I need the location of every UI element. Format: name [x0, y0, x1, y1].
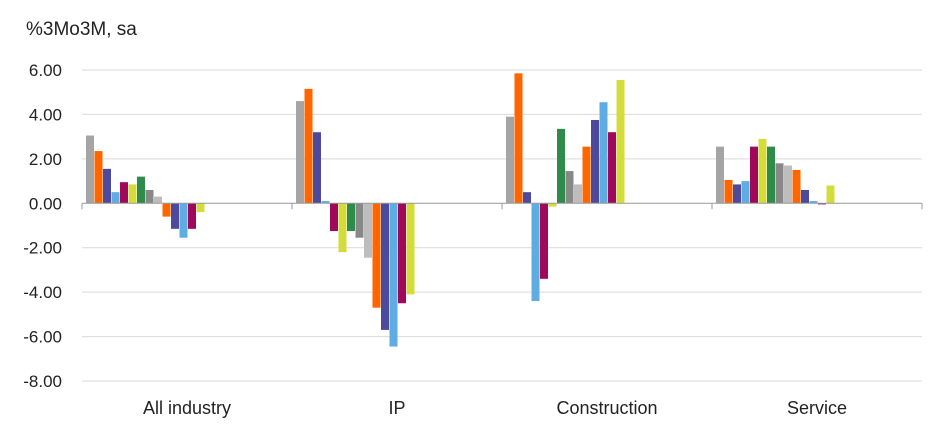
- y-tick-label: -4.00: [23, 283, 62, 302]
- bar: [758, 138, 767, 204]
- bar: [784, 165, 792, 204]
- bar: [398, 203, 406, 304]
- bar: [792, 169, 801, 204]
- bar: [406, 203, 415, 295]
- bar: [296, 101, 304, 204]
- bar: [154, 196, 162, 204]
- bar: [608, 132, 616, 204]
- bar: [171, 203, 179, 229]
- bar: [111, 192, 120, 204]
- bar: [801, 189, 809, 204]
- bar: [506, 116, 514, 204]
- bar: [94, 151, 103, 204]
- bar: [582, 146, 591, 204]
- bar: [531, 203, 540, 302]
- bar: [733, 184, 741, 204]
- bar: [128, 184, 137, 204]
- bar: [599, 102, 608, 204]
- bar: [381, 203, 389, 330]
- bar: [338, 203, 347, 253]
- bar: [818, 203, 826, 205]
- bar: [330, 203, 338, 232]
- bar: [103, 168, 111, 204]
- bar: [741, 181, 750, 204]
- y-axis-unit-label: %3Mo3M, sa: [26, 19, 137, 40]
- bar: [540, 203, 548, 279]
- bar: [767, 146, 775, 204]
- bar: [574, 184, 582, 204]
- bar: [565, 171, 574, 204]
- bars: [86, 73, 835, 347]
- bar: [304, 88, 313, 204]
- bar: [355, 203, 364, 238]
- y-tick-label: 6.00: [29, 61, 62, 80]
- y-tick-label: 0.00: [29, 194, 62, 213]
- bar: [145, 189, 154, 204]
- y-tick-label: -6.00: [23, 328, 62, 347]
- category-labels: All industry IP Construction Service: [143, 398, 847, 418]
- bar: [120, 182, 128, 204]
- bar: [616, 79, 625, 204]
- bar: [137, 176, 145, 204]
- bar: [86, 135, 94, 204]
- bar: [347, 203, 355, 232]
- category-label: All industry: [143, 398, 231, 418]
- bar: [724, 179, 733, 204]
- bar: [313, 132, 321, 204]
- bar: [162, 203, 171, 217]
- bar: [750, 146, 758, 204]
- bar: [716, 146, 724, 204]
- bar: [364, 203, 372, 258]
- bar: [548, 203, 557, 207]
- bar: [826, 185, 835, 204]
- y-tick-label: -8.00: [23, 372, 62, 391]
- category-label: IP: [388, 398, 405, 418]
- gridlines: [82, 69, 922, 382]
- bar: [179, 203, 188, 238]
- bar: [188, 203, 196, 229]
- category-label: Service: [787, 398, 847, 418]
- bar: [591, 119, 599, 204]
- y-tick-label: -2.00: [23, 239, 62, 258]
- y-tick-label: 4.00: [29, 105, 62, 124]
- bar: [523, 192, 531, 204]
- y-axis-ticks: 6.00 4.00 2.00 0.00 -2.00 -4.00 -6.00 -8.00: [23, 61, 62, 391]
- bar: [809, 201, 818, 204]
- bar: [557, 128, 565, 204]
- bar: [775, 163, 784, 204]
- bar: [514, 73, 523, 204]
- bar: [321, 201, 330, 204]
- bar: [196, 203, 205, 213]
- y-tick-label: 2.00: [29, 150, 62, 169]
- bar: [389, 203, 398, 347]
- category-label: Construction: [556, 398, 657, 418]
- bar: [372, 203, 381, 308]
- x-axis: [81, 202, 923, 210]
